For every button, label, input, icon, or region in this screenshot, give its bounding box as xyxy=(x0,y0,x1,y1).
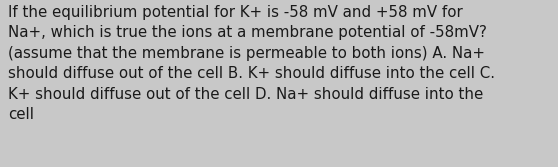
Text: If the equilibrium potential for K+ is -58 mV and +58 mV for
Na+, which is true : If the equilibrium potential for K+ is -… xyxy=(8,5,496,122)
